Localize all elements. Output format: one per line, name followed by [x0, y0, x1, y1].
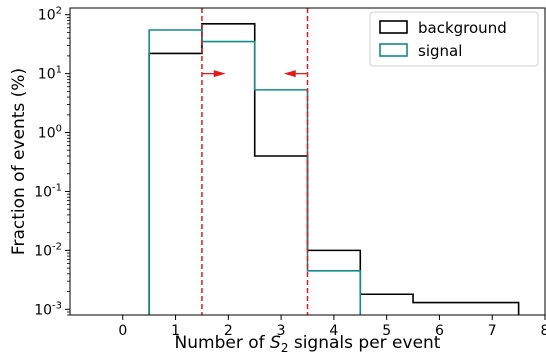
x-tick-label-0: 0 [118, 323, 127, 339]
x-tick-label-1: 1 [171, 323, 180, 339]
y-tick-label-5: 102 [38, 6, 62, 24]
legend-swatch-background [379, 20, 408, 34]
x-tick-label-2: 2 [224, 323, 233, 339]
y-axis: 10-3 10-2 10-1 100 101 102 [34, 6, 70, 318]
plot-area [148, 8, 520, 315]
y-tick-label-3: 100 [38, 124, 62, 142]
series-background-step [148, 23, 520, 315]
plot-frame [69, 7, 546, 316]
x-tick-label-7: 7 [488, 323, 497, 339]
legend-box [369, 11, 539, 67]
legend-swatch-signal [379, 43, 408, 57]
y-axis-label: Fraction of events (%) [9, 68, 29, 255]
y-tick-label-0: 10-3 [34, 300, 62, 318]
y-tick-label-2: 10-1 [34, 182, 62, 200]
x-axis: 0 1 2 3 4 5 6 7 8 [118, 315, 546, 339]
x-tick-label-6: 6 [435, 323, 444, 339]
x-tick-label-4: 4 [329, 323, 338, 339]
x-tick-label-8: 8 [541, 323, 546, 339]
x-tick-label-3: 3 [277, 323, 286, 339]
series-signal-step [148, 29, 362, 315]
legend: background signal [369, 11, 539, 67]
cut-arrow-2-head [283, 70, 296, 78]
y-tick-label-1: 10-2 [34, 241, 62, 259]
legend-label-background: background [418, 19, 507, 37]
y-tick-label-4: 101 [38, 65, 62, 83]
legend-label-signal: signal [418, 42, 462, 60]
x-axis-label: Number of S2 signals per event [175, 333, 441, 354]
x-tick-label-5: 5 [382, 323, 391, 339]
cut-arrow-1-head [213, 70, 226, 78]
